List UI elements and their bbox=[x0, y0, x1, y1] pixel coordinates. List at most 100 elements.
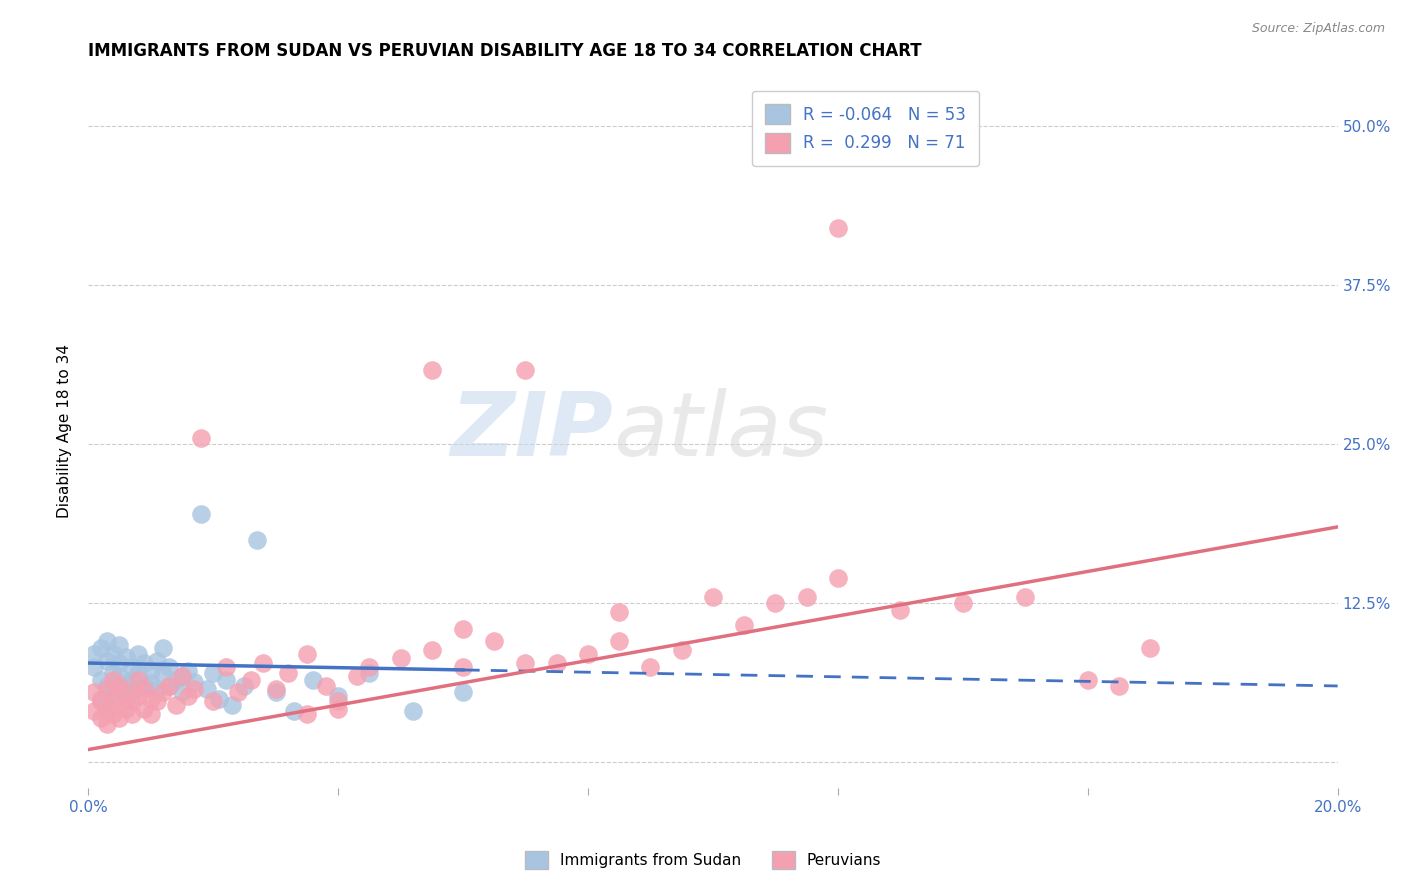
Point bbox=[101, 666, 124, 681]
Point bbox=[114, 702, 136, 716]
Point bbox=[134, 681, 156, 696]
Point bbox=[889, 602, 911, 616]
Point bbox=[101, 706, 124, 721]
Point bbox=[170, 669, 193, 683]
Point bbox=[546, 656, 568, 670]
Point bbox=[96, 681, 118, 696]
Point bbox=[83, 660, 105, 674]
Point bbox=[451, 685, 474, 699]
Point bbox=[183, 681, 205, 696]
Point bbox=[607, 605, 630, 619]
Point bbox=[96, 702, 118, 716]
Point bbox=[576, 647, 599, 661]
Point bbox=[420, 363, 443, 377]
Point bbox=[114, 676, 136, 690]
Point bbox=[359, 666, 381, 681]
Point bbox=[83, 705, 105, 719]
Point bbox=[515, 363, 537, 377]
Point bbox=[134, 679, 156, 693]
Point bbox=[208, 691, 231, 706]
Point bbox=[96, 698, 118, 712]
Point bbox=[146, 653, 169, 667]
Point bbox=[96, 634, 118, 648]
Point bbox=[402, 705, 425, 719]
Point bbox=[315, 679, 337, 693]
Point bbox=[451, 622, 474, 636]
Legend: R = -0.064   N = 53, R =  0.299   N = 71: R = -0.064 N = 53, R = 0.299 N = 71 bbox=[752, 91, 980, 166]
Point bbox=[733, 618, 755, 632]
Point bbox=[183, 675, 205, 690]
Point bbox=[90, 694, 112, 708]
Point bbox=[101, 673, 124, 687]
Point bbox=[177, 664, 200, 678]
Point bbox=[170, 685, 193, 699]
Point bbox=[114, 685, 136, 699]
Point bbox=[346, 669, 368, 683]
Point bbox=[152, 685, 174, 699]
Point bbox=[108, 669, 131, 683]
Point bbox=[121, 694, 143, 708]
Point bbox=[165, 673, 187, 687]
Point bbox=[83, 685, 105, 699]
Point bbox=[326, 689, 349, 703]
Point bbox=[96, 717, 118, 731]
Point bbox=[101, 691, 124, 706]
Point bbox=[90, 640, 112, 655]
Point bbox=[90, 673, 112, 687]
Y-axis label: Disability Age 18 to 34: Disability Age 18 to 34 bbox=[58, 344, 72, 518]
Point bbox=[283, 705, 305, 719]
Point bbox=[114, 691, 136, 706]
Point bbox=[121, 673, 143, 687]
Point bbox=[108, 698, 131, 712]
Text: Source: ZipAtlas.com: Source: ZipAtlas.com bbox=[1251, 22, 1385, 36]
Text: atlas: atlas bbox=[613, 389, 828, 475]
Point bbox=[127, 673, 149, 687]
Point bbox=[134, 656, 156, 670]
Point bbox=[108, 638, 131, 652]
Point bbox=[277, 666, 299, 681]
Point bbox=[827, 571, 849, 585]
Point bbox=[607, 634, 630, 648]
Point bbox=[190, 431, 212, 445]
Point bbox=[195, 681, 218, 696]
Legend: Immigrants from Sudan, Peruvians: Immigrants from Sudan, Peruvians bbox=[519, 845, 887, 875]
Point bbox=[108, 656, 131, 670]
Point bbox=[165, 698, 187, 712]
Point bbox=[152, 640, 174, 655]
Point bbox=[221, 698, 243, 712]
Point bbox=[671, 643, 693, 657]
Point bbox=[1108, 679, 1130, 693]
Point bbox=[157, 660, 180, 674]
Point bbox=[420, 643, 443, 657]
Point bbox=[326, 694, 349, 708]
Point bbox=[101, 685, 124, 699]
Point bbox=[827, 220, 849, 235]
Point bbox=[295, 647, 318, 661]
Point bbox=[121, 706, 143, 721]
Point bbox=[252, 656, 274, 670]
Point bbox=[134, 702, 156, 716]
Point bbox=[264, 681, 287, 696]
Point bbox=[121, 685, 143, 699]
Point bbox=[295, 706, 318, 721]
Point bbox=[90, 711, 112, 725]
Point bbox=[96, 679, 118, 693]
Point bbox=[389, 651, 412, 665]
Point bbox=[952, 596, 974, 610]
Point bbox=[152, 666, 174, 681]
Point bbox=[214, 660, 236, 674]
Point bbox=[127, 647, 149, 661]
Point bbox=[114, 649, 136, 664]
Point bbox=[264, 685, 287, 699]
Point bbox=[1077, 673, 1099, 687]
Point bbox=[326, 702, 349, 716]
Point bbox=[1014, 590, 1036, 604]
Text: ZIP: ZIP bbox=[450, 388, 613, 475]
Point bbox=[359, 660, 381, 674]
Point bbox=[177, 689, 200, 703]
Point bbox=[214, 673, 236, 687]
Point bbox=[96, 653, 118, 667]
Point bbox=[796, 590, 818, 604]
Point bbox=[170, 669, 193, 683]
Point bbox=[302, 673, 325, 687]
